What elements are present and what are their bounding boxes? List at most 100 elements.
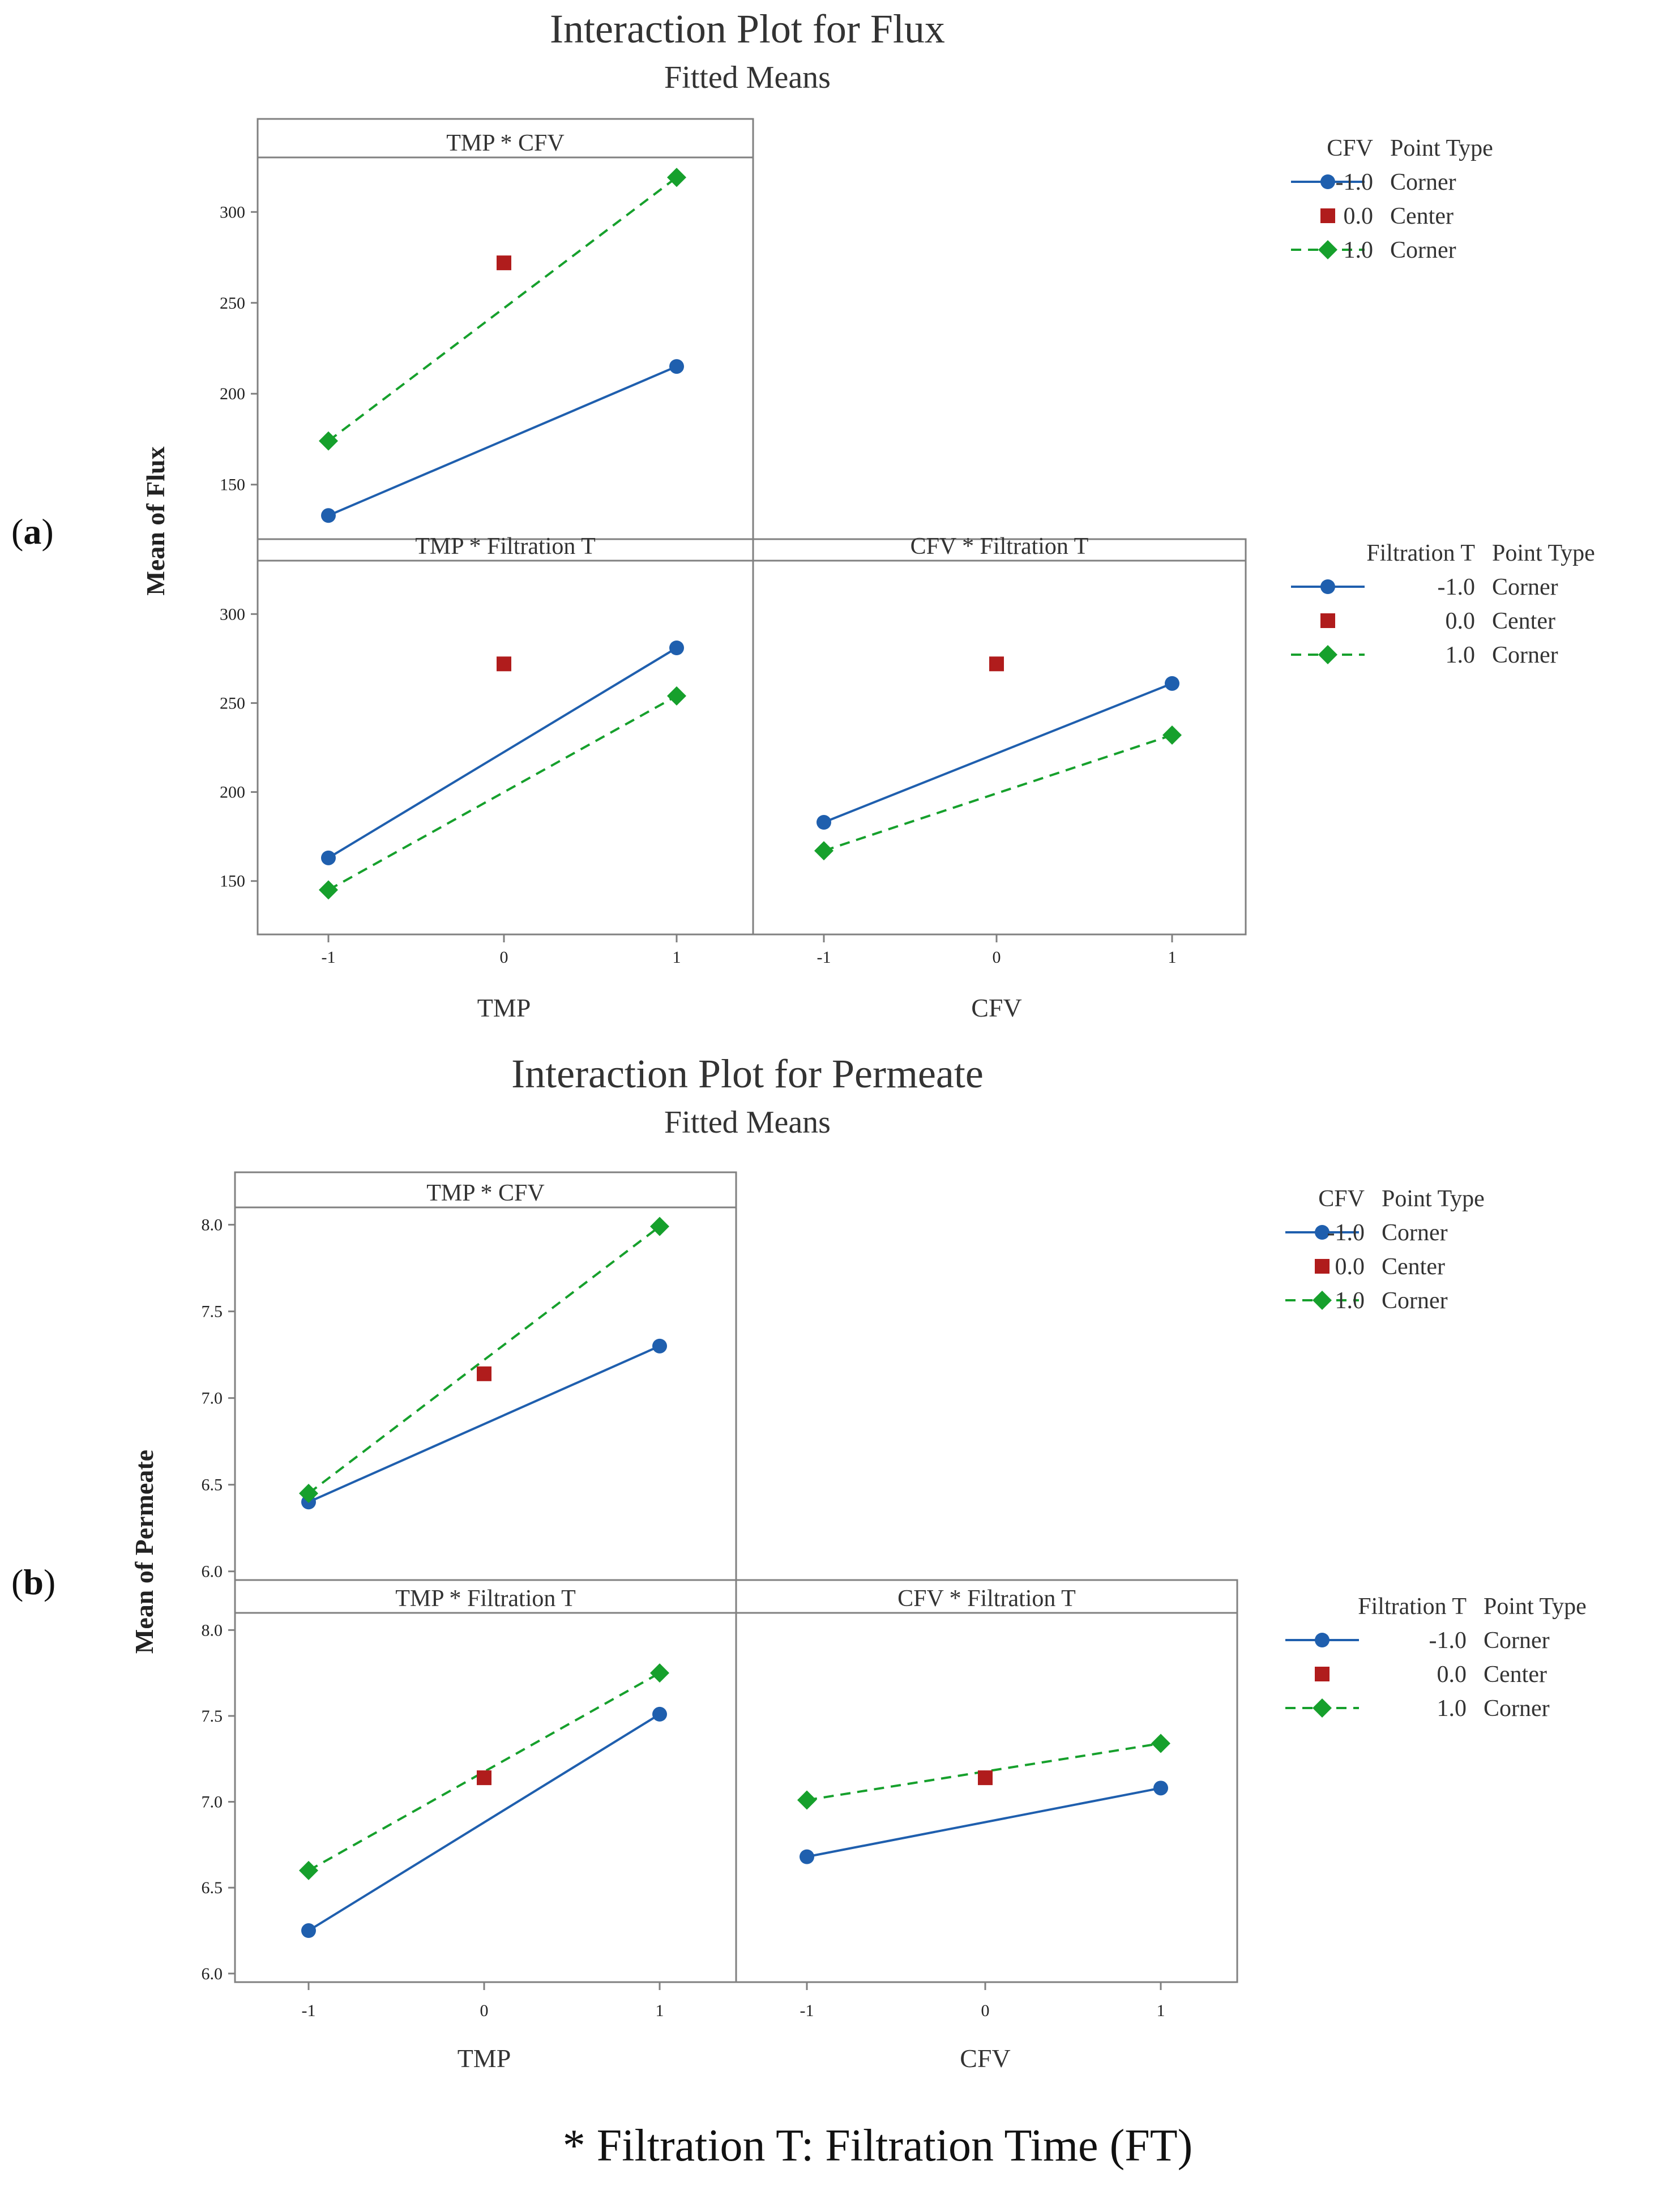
x-tick-label: 0 [500, 948, 508, 967]
data-point-high [667, 686, 686, 706]
x-axis-label: CFV [971, 993, 1021, 1022]
data-point-high [667, 168, 686, 187]
legend-entry: -1.0 Corner [1285, 1220, 1448, 1246]
legend-entry: 0.0 Center [1315, 1254, 1445, 1280]
y-tick-label: 6.0 [202, 1562, 223, 1581]
panel-cfv-filtration: CFV * Filtration T [735, 1579, 1238, 1983]
legend-level: 1.0 [1437, 1696, 1467, 1722]
legend-type: Corner [1390, 237, 1456, 263]
panel-label-close: ) [41, 511, 53, 552]
data-point-low [817, 815, 831, 830]
data-point-center [477, 1770, 491, 1786]
x-tick-label: -1 [817, 948, 831, 967]
y-tick-label: 7.5 [202, 1303, 223, 1321]
data-point-center [497, 656, 511, 672]
x-axis-label: TMP [458, 2044, 511, 2073]
chart-permeate: Interaction Plot for Permeate Fitted Mean… [11, 1051, 1587, 2073]
panel-tmp-cfv: TMP * CFV 6.0 6.5 7.0 7.5 8.0 [202, 1171, 737, 1581]
panel-title: TMP * CFV [426, 1180, 545, 1206]
series-line-high [327, 176, 678, 442]
x-tick-label: 1 [1168, 948, 1177, 967]
panel-plot-area [257, 156, 754, 540]
legend-entry: 1.0 Corner [1285, 1288, 1448, 1314]
legend-level: 1.0 [1335, 1288, 1365, 1314]
diamond-marker-icon [1313, 1698, 1332, 1718]
legend-type: Corner [1492, 642, 1558, 668]
series-line-high [823, 734, 1173, 852]
series-line-low [327, 647, 678, 859]
legend-entry: 1.0 Corner [1291, 642, 1558, 668]
data-point-high [797, 1790, 817, 1810]
chart-title: Interaction Plot for Permeate [511, 1051, 984, 1096]
panel-plot-area [257, 560, 754, 936]
data-point-high [814, 841, 833, 861]
panel-label-open: ( [11, 1562, 23, 1602]
data-point-low [1153, 1781, 1168, 1796]
circle-marker-icon [1320, 174, 1335, 189]
y-tick-label: 200 [220, 783, 245, 802]
panel-title: TMP * CFV [446, 130, 565, 156]
series-line-high [328, 695, 677, 891]
legend-cfv: CFV Point Type -1.0 Corner 0.0 Center 1.0 Corne… [1285, 1186, 1485, 1314]
x-tick-label: 1 [673, 948, 681, 967]
legend-level: 1.0 [1446, 642, 1476, 668]
legend-entry: 0.0 Center [1320, 608, 1555, 634]
data-point-high [1151, 1734, 1170, 1753]
data-point-center [477, 1366, 491, 1381]
legend-header-type: Point Type [1484, 1594, 1587, 1620]
x-axis-label: CFV [960, 2044, 1010, 2073]
panel-label-letter: a [23, 511, 41, 552]
panel-label-letter: b [23, 1562, 44, 1602]
legend-entry: 1.0 Corner [1291, 237, 1456, 263]
legend-filtration: Filtration T Point Type -1.0 Corner 0.0 Cente… [1291, 540, 1595, 668]
series-line-low [307, 1713, 661, 1932]
circle-marker-icon [1315, 1633, 1330, 1647]
legend-entry: -1.0 Corner [1291, 574, 1558, 600]
legend-type: Corner [1484, 1696, 1550, 1722]
legend-level: 0.0 [1437, 1662, 1467, 1688]
circle-marker-icon [1315, 1225, 1330, 1240]
y-tick-label: 6.0 [202, 1965, 223, 1983]
x-axis-label: TMP [477, 993, 531, 1022]
series-line-low [823, 682, 1173, 823]
y-tick-label: 7.0 [202, 1793, 223, 1812]
series-line-low [806, 1787, 1161, 1858]
legend-type: Corner [1382, 1288, 1448, 1314]
panel-plot-area [234, 1206, 737, 1581]
y-tick-label: 7.5 [202, 1707, 223, 1726]
legend-header-factor: Filtration T [1358, 1594, 1467, 1620]
legend-level: -1.0 [1327, 1220, 1365, 1246]
panel-tmp-cfv: TMP * CFV 150 200 250 300 [220, 118, 754, 540]
panel-strip [752, 538, 1247, 562]
square-marker-icon [1320, 613, 1335, 628]
legend-filtration: Filtration T Point Type -1.0 Corner 0.0 Cente… [1285, 1594, 1587, 1722]
legend-header-factor: Filtration T [1366, 540, 1475, 566]
legend-type: Corner [1382, 1220, 1448, 1246]
panel-label-close: ) [44, 1562, 55, 1602]
legend-type: Center [1484, 1662, 1547, 1688]
panel-label: (b) [11, 1562, 55, 1602]
legend-type: Center [1382, 1254, 1445, 1280]
panel-tmp-filtration: TMP * Filtration T 150 200 250 300 [220, 533, 754, 936]
x-tick-label: 0 [480, 2001, 489, 2020]
y-axis-label: Mean of Permeate [130, 1450, 159, 1654]
data-point-low [321, 850, 336, 865]
legend-type: Corner [1492, 574, 1558, 600]
data-point-center [989, 656, 1004, 672]
panel-plot-area [752, 560, 1247, 936]
legend-level: 0.0 [1335, 1254, 1365, 1280]
panel-title: TMP * Filtration T [415, 533, 596, 560]
data-point-high [319, 431, 338, 451]
panel-title: CFV * Filtration T [910, 533, 1089, 560]
legend-header-factor: CFV [1327, 135, 1373, 161]
x-tick-label: -1 [800, 2001, 814, 2020]
legend-level: 0.0 [1446, 608, 1476, 634]
y-tick-label: 250 [220, 294, 245, 313]
legend-type: Corner [1390, 169, 1456, 195]
y-tick-label: 8.0 [202, 1216, 223, 1235]
y-tick-label: 250 [220, 694, 245, 712]
diamond-marker-icon [1313, 1291, 1332, 1310]
legend-cfv: CFV Point Type -1.0 Corner 0.0 Center 1.0 Corne… [1291, 135, 1493, 263]
y-tick-label: 200 [220, 385, 245, 403]
data-point-low [669, 359, 684, 374]
